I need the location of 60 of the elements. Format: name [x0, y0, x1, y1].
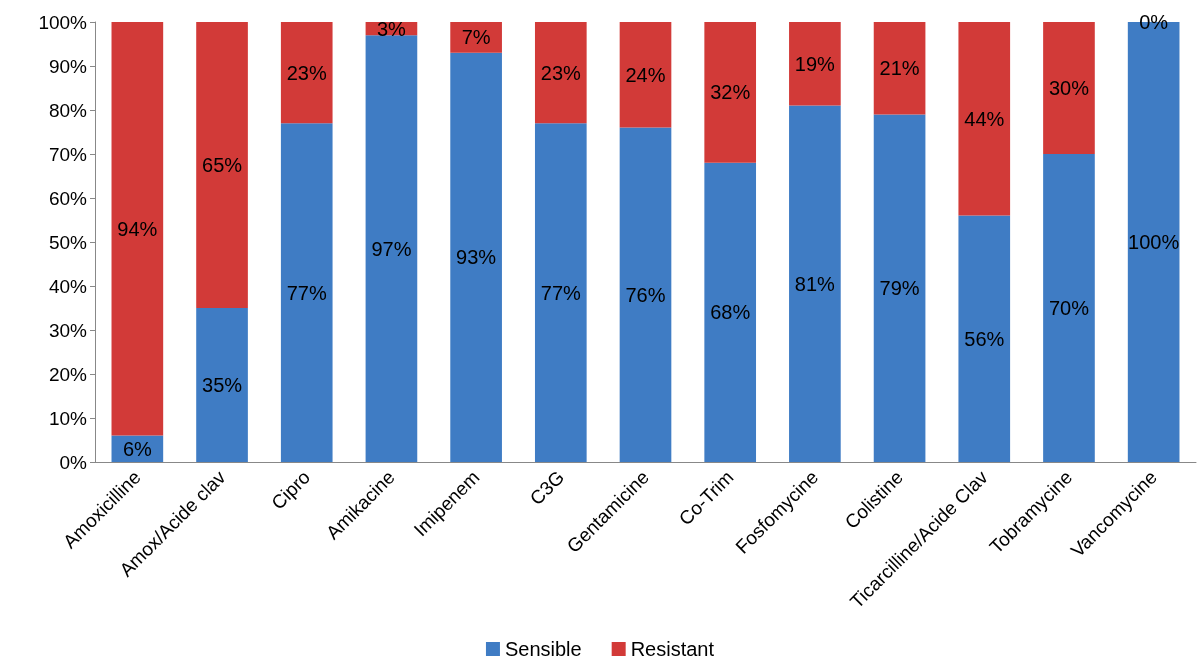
data-label: 76%: [625, 283, 666, 306]
y-tick-label: 10%: [48, 407, 88, 429]
data-label: 70%: [1048, 297, 1090, 319]
bar: [111, 22, 164, 436]
bar: [958, 22, 1011, 216]
bar: [1043, 154, 1095, 462]
y-tick-label: 40%: [48, 275, 88, 297]
y-tick-label: 0%: [59, 451, 88, 473]
bar: [704, 22, 757, 163]
data-label: 65%: [202, 154, 243, 176]
bar: [450, 52, 502, 462]
bar: [789, 22, 841, 106]
data-label: 97%: [371, 237, 412, 260]
bar: [534, 22, 587, 124]
data-label: 30%: [1048, 77, 1090, 99]
data-label: 68%: [710, 301, 751, 324]
y-tick-label: 80%: [48, 99, 88, 121]
data-label: 79%: [879, 277, 920, 300]
y-tick-label: 70%: [48, 143, 88, 165]
data-label: 3%: [376, 17, 407, 40]
bar: [280, 22, 333, 124]
data-label: 35%: [202, 374, 243, 396]
data-label: 77%: [540, 281, 582, 304]
bar: [196, 22, 248, 308]
y-tick-label: 60%: [48, 187, 88, 209]
bar: [365, 35, 418, 462]
bar: [873, 114, 926, 462]
legend-label: Sensible: [504, 638, 582, 660]
data-label: 6%: [122, 437, 153, 460]
data-label: 77%: [286, 281, 327, 304]
y-tick-label: 100%: [38, 11, 88, 33]
y-tick-label: 30%: [48, 319, 88, 341]
bar: [619, 127, 672, 462]
data-label: 93%: [456, 246, 497, 269]
y-tick-label: 50%: [48, 231, 88, 253]
data-label: 19%: [794, 52, 836, 75]
bar: [704, 162, 757, 462]
x-tick-label: C3G: [525, 466, 569, 510]
bar: [280, 123, 333, 462]
y-tick-label: 90%: [48, 55, 88, 77]
data-label: 56%: [964, 327, 1005, 350]
data-label: 21%: [879, 57, 920, 80]
bar: [196, 308, 248, 462]
data-label: 32%: [710, 81, 751, 104]
data-label: 94%: [117, 217, 158, 240]
bar: [958, 215, 1011, 462]
bar: [534, 123, 587, 462]
y-tick-label: 20%: [48, 363, 88, 385]
bar: [789, 105, 841, 462]
bar: [1043, 22, 1095, 154]
data-label: 81%: [794, 272, 836, 295]
data-label: 24%: [625, 63, 666, 86]
data-label: 100%: [1128, 231, 1180, 253]
bar: [619, 22, 672, 128]
data-label: 44%: [964, 107, 1005, 130]
bar: [873, 22, 926, 115]
data-label: 7%: [461, 26, 491, 49]
data-label: 23%: [540, 61, 582, 84]
legend-label: Resistant: [630, 638, 715, 660]
data-label: 23%: [286, 61, 327, 84]
